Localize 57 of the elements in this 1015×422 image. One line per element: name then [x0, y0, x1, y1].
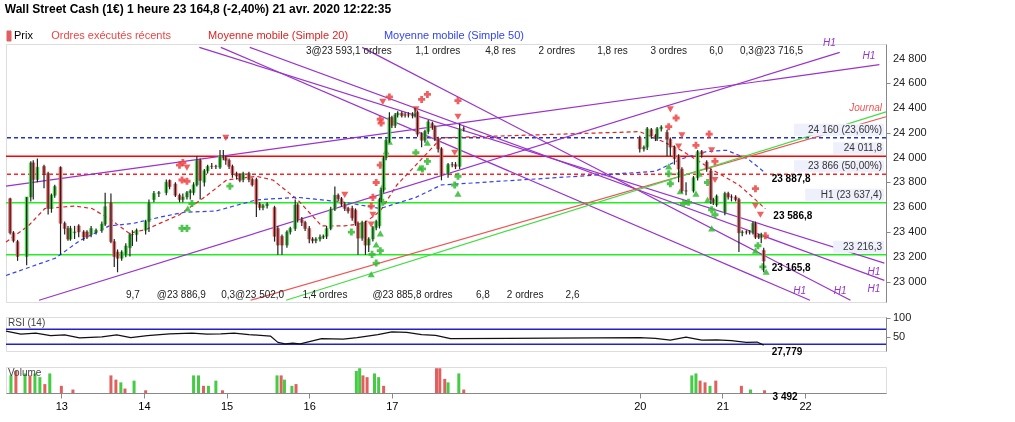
ref-line-label: H1 (23 637,4) — [820, 188, 882, 200]
y-tick-label: 23 200 — [893, 249, 927, 262]
annotation: 2,6 — [565, 289, 580, 300]
series-label: H1 — [867, 266, 881, 278]
chart-title: Wall Street Cash (1€) 1 heure 23 164,8 (-2,40%) 21 avr. 2020 12:22:35 — [4, 1, 392, 16]
annotation: 2 ordres — [538, 45, 576, 56]
y-tick-label: 50 — [893, 329, 906, 342]
y-tick-label: 23 400 — [893, 225, 927, 238]
legend-label: Prix — [14, 29, 34, 41]
annotation: @23 885,8 ordres — [372, 289, 453, 300]
annotation: 23 887,8 — [771, 172, 812, 184]
y-tick-label: 24 400 — [893, 101, 927, 114]
x-tick-label: 15 — [220, 399, 234, 412]
ref-line-label: 23 216,3 — [843, 240, 883, 252]
y-tick-label: 23 800 — [893, 175, 927, 188]
annotation: 23 586,8 — [773, 209, 813, 221]
annotation: 27,779 — [771, 346, 803, 358]
text: Ordres exécutés récents — [51, 29, 172, 41]
chart-title: Volume — [8, 367, 42, 378]
y-tick-label: 23 600 — [893, 200, 927, 213]
annotation: 1,8 res — [597, 45, 628, 56]
x-tick-label: 13 — [55, 399, 68, 412]
x-tick-label: 14 — [138, 399, 151, 412]
series-label: H1 — [822, 37, 836, 49]
ref-line-label: 23 866 (50,00%) — [808, 160, 882, 172]
annotation: 0,3@23 716,5 — [740, 45, 804, 56]
y-tick-label: 24 600 — [893, 76, 927, 89]
annotation: 2 ordres — [506, 289, 544, 300]
series-label: H1 — [793, 285, 806, 297]
y-tick-label: 23 000 — [893, 274, 927, 287]
x-tick-label: 16 — [303, 399, 316, 412]
y-tick-label: 24 200 — [893, 125, 927, 138]
x-tick-label: 22 — [799, 399, 812, 412]
annotation: 9,7 — [126, 289, 141, 300]
x-tick-label: 17 — [386, 399, 399, 412]
ref-line-label: 24 160 (23,60%) — [808, 123, 882, 135]
series-label: Journal — [848, 101, 883, 113]
series-label: H1 — [833, 285, 847, 297]
series-label: H1 — [867, 283, 881, 295]
y-tick-label: 24 800 — [893, 51, 927, 64]
x-tick-label: 20 — [634, 399, 647, 412]
chart-title: RSI (14) — [8, 317, 46, 328]
text: Moyenne mobile (Simple 50) — [383, 29, 524, 41]
ref-line-label: 24 011,8 — [843, 142, 883, 154]
x-tick-label: 21 — [716, 399, 730, 412]
annotation: 1,1 ordres — [415, 45, 461, 56]
annotation: 3 ordres — [650, 45, 688, 56]
annotation: 6,0 — [709, 45, 724, 56]
annotation: 23 165,8 — [771, 262, 812, 274]
series-label: H1 — [862, 49, 876, 61]
y-tick-label: 100 — [893, 311, 912, 324]
annotation: 6,8 — [476, 289, 491, 300]
y-tick-label: 24 000 — [893, 150, 927, 163]
annotation: @23 886,9 — [156, 289, 207, 300]
text: Moyenne mobile (Simple 20) — [208, 29, 349, 41]
annotation: 3 492 — [772, 391, 798, 403]
annotation: 4,8 res — [485, 45, 516, 56]
